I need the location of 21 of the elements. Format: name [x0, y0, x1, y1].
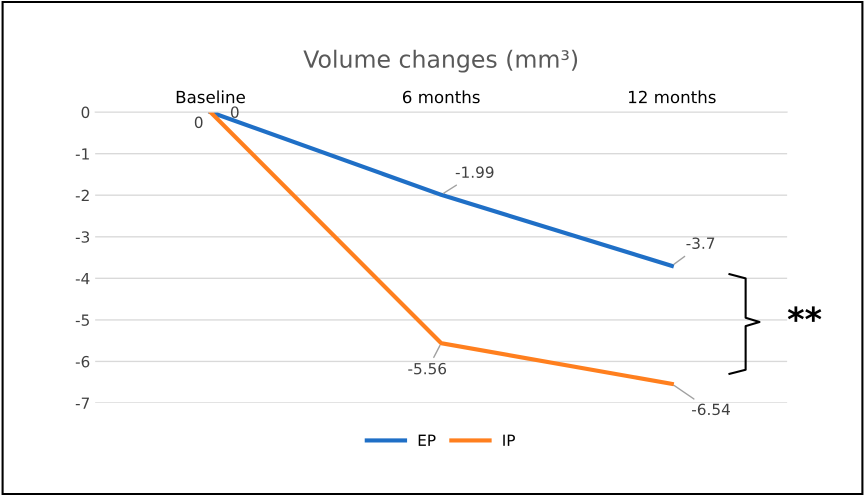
chart-title: Volume changes (mm³) — [303, 50, 578, 73]
y-tick-label: -2 — [76, 190, 89, 202]
legend-label: EP — [418, 434, 436, 446]
y-tick-label: -7 — [76, 398, 89, 409]
data-label: -3.7 — [686, 237, 714, 250]
y-tick-label: -6 — [76, 356, 90, 368]
y-tick-label: -3 — [76, 231, 90, 243]
y-tick-label: -1 — [76, 148, 89, 160]
y-tick-label: -4 — [76, 272, 90, 284]
data-label: -5.56 — [408, 362, 446, 374]
data-label: 0 — [194, 116, 203, 128]
x-tick-label: Baseline — [176, 90, 245, 104]
x-tick-label: 6 months — [402, 90, 480, 104]
legend-label: IP — [503, 434, 515, 446]
data-label: -6.54 — [692, 404, 730, 416]
x-tick-label: 12 months — [629, 90, 716, 104]
data-label: 0 — [230, 106, 239, 118]
text: ** — [788, 306, 822, 322]
y-tick-label: 0 — [82, 106, 90, 118]
y-tick-label: -5 — [76, 314, 89, 326]
data-label: -1.99 — [456, 166, 494, 178]
